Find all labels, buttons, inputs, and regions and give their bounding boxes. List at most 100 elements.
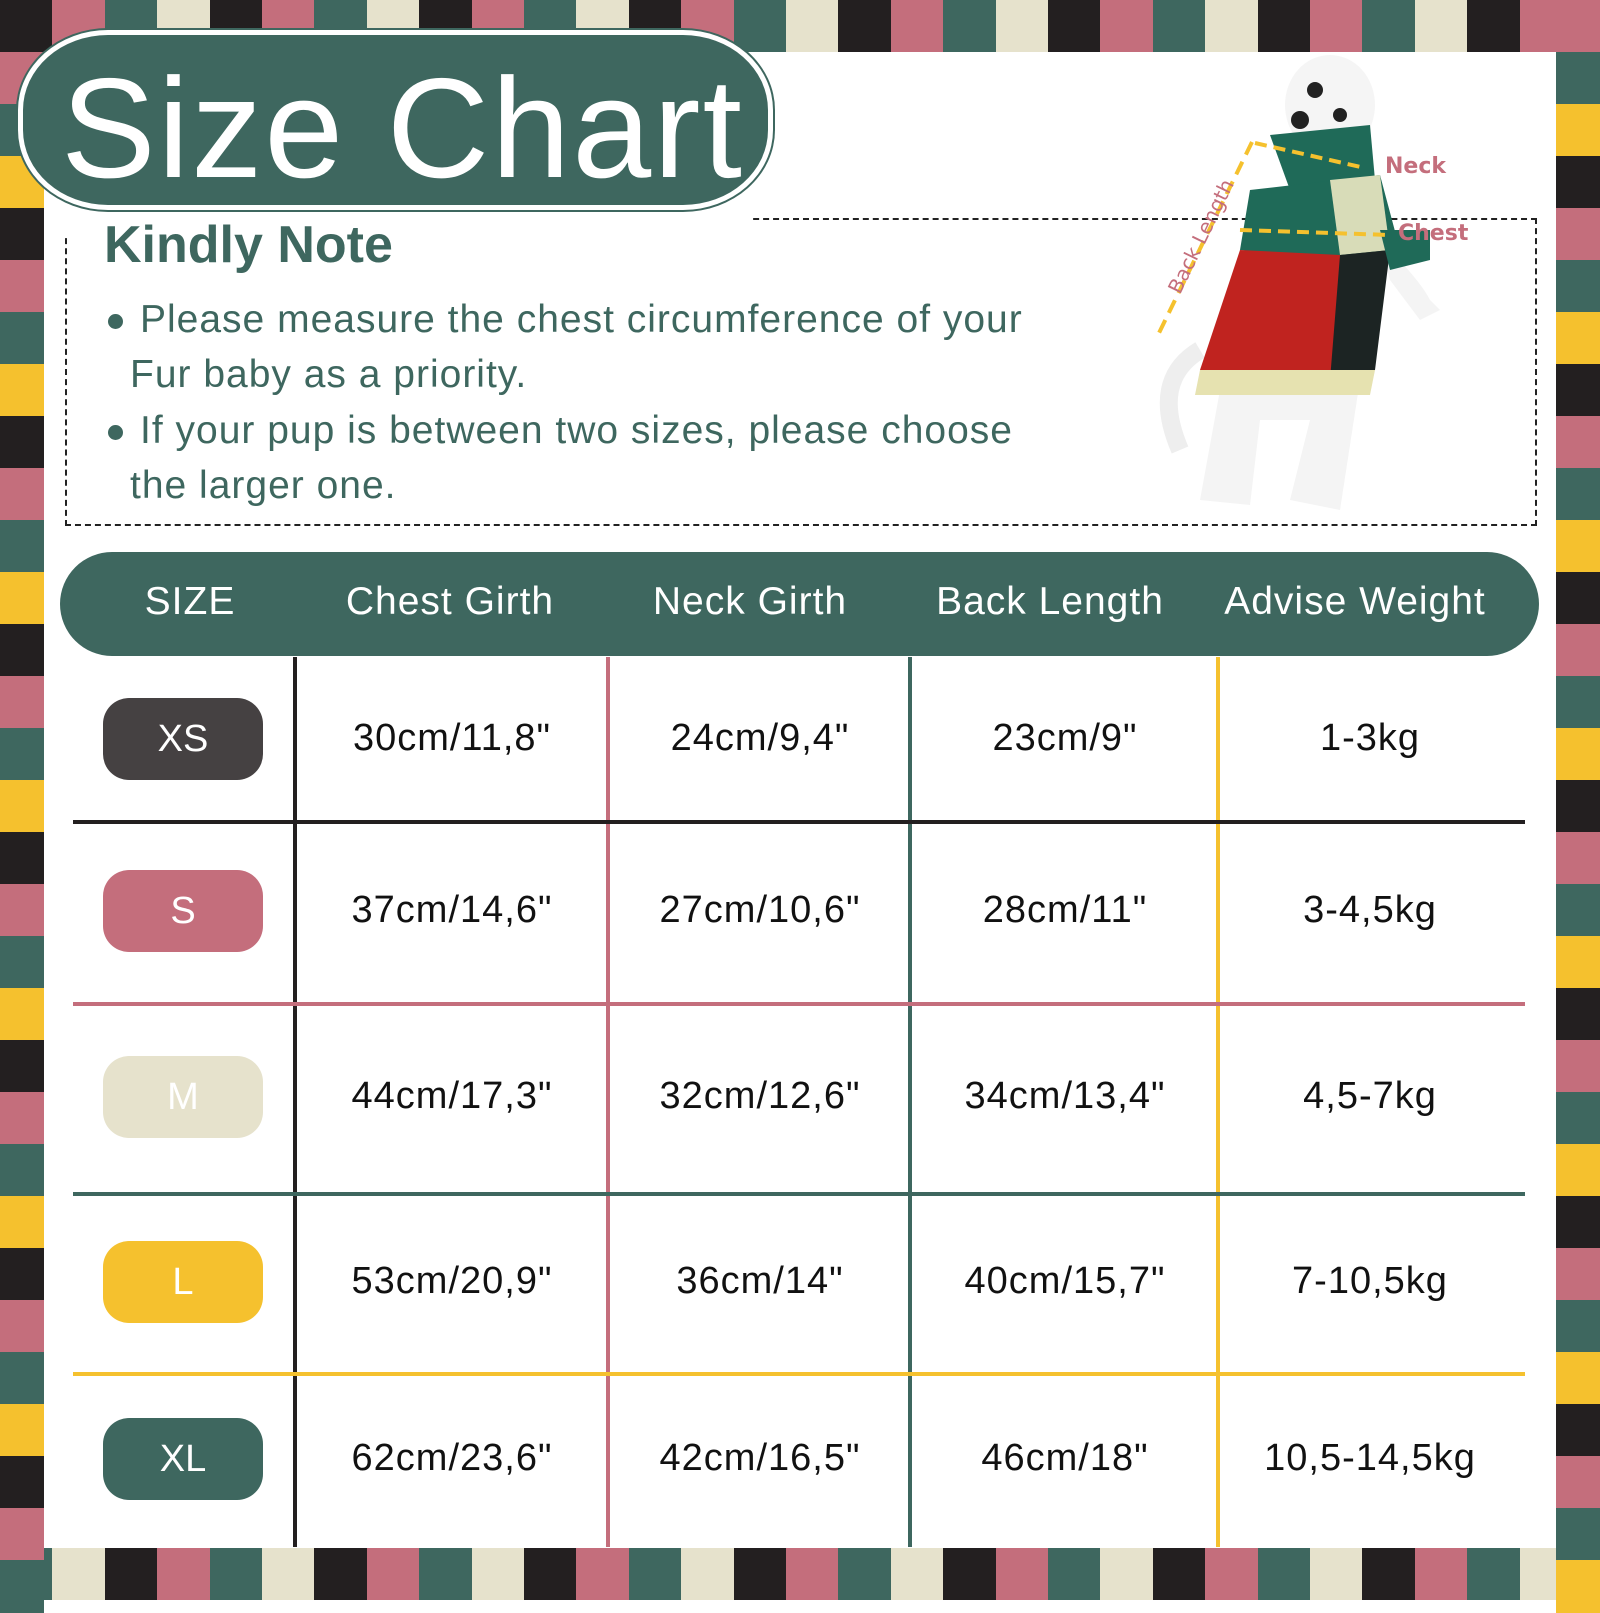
- cell-chest: 62cm/23,6": [351, 1437, 553, 1479]
- border-stripe: [1556, 0, 1600, 53]
- border-stripe: [995, 0, 1049, 52]
- border-stripe: [0, 572, 44, 625]
- cell-neck: 24cm/9,4": [670, 716, 850, 759]
- row-divider: [73, 1192, 1525, 1196]
- border-stripe: [52, 1548, 106, 1600]
- border-stripe: [0, 0, 44, 53]
- border-stripe: [733, 0, 787, 52]
- header-back: Back Length: [936, 580, 1164, 623]
- header-neck: Neck Girth: [652, 580, 848, 623]
- border-stripe: [786, 0, 839, 52]
- border-stripe: [1205, 0, 1259, 52]
- border-stripe: [628, 1548, 682, 1600]
- chest-label: Chest: [1398, 221, 1469, 246]
- border-stripe: [1556, 572, 1600, 625]
- cell-weight: 1-3kg: [1319, 716, 1421, 759]
- size-badge: S: [103, 870, 263, 952]
- border-stripe: [1556, 312, 1600, 365]
- border-stripe: [1257, 0, 1311, 52]
- border-stripe: [1556, 780, 1600, 833]
- border-stripe: [943, 0, 997, 52]
- border-stripe: [1556, 156, 1600, 209]
- border-stripe: [943, 1548, 997, 1600]
- cell-chest: 37cm/14,6": [351, 889, 553, 931]
- column-divider: [1216, 657, 1220, 1547]
- border-stripe: [1556, 208, 1600, 261]
- border-stripe: [104, 1548, 158, 1600]
- border-stripe: [0, 1248, 44, 1301]
- border-stripe: [1556, 1248, 1600, 1301]
- cell-neck: 27cm/10,6": [659, 889, 861, 931]
- border-stripe: [1310, 0, 1363, 52]
- border-stripe: [1556, 988, 1600, 1041]
- border-stripe: [0, 1508, 44, 1561]
- note-bullet: Please measure the chest circumference o…: [106, 292, 1126, 402]
- border-stripe: [786, 1548, 839, 1600]
- border-stripe: [1556, 1352, 1600, 1405]
- border-stripe: [1556, 1404, 1600, 1457]
- note-bullet: If your pup is between two sizes, please…: [106, 403, 1126, 513]
- border-stripe: [0, 208, 44, 261]
- border-stripe: [890, 0, 944, 52]
- border-stripe: [0, 468, 44, 521]
- border-stripe: [0, 1404, 44, 1457]
- border-stripe: [1414, 0, 1468, 52]
- border-stripe: [0, 1144, 44, 1197]
- cell-back: 34cm/13,4": [964, 1075, 1166, 1117]
- border-stripe: [1310, 1548, 1363, 1600]
- border-stripe: [838, 1548, 892, 1600]
- border-stripe: [1556, 676, 1600, 729]
- border-stripe: [890, 1548, 944, 1600]
- border-stripe: [1556, 936, 1600, 989]
- row-divider: [73, 1002, 1525, 1006]
- cell-weight: 7-10,5kg: [1292, 1260, 1448, 1302]
- border-stripe: [1556, 1560, 1600, 1613]
- border-stripe: [1467, 0, 1521, 52]
- border-stripe: [0, 1300, 44, 1353]
- cell-chest: 53cm/20,9": [351, 1260, 553, 1302]
- border-stripe: [0, 780, 44, 833]
- border-stripe: [995, 1548, 1049, 1600]
- border-stripe: [0, 1092, 44, 1145]
- border-stripe: [524, 1548, 577, 1600]
- cell-neck: 32cm/12,6": [659, 1075, 861, 1117]
- border-stripe: [681, 1548, 735, 1600]
- border-stripe: [576, 1548, 630, 1600]
- border-stripe: [1205, 1548, 1259, 1600]
- border-stripe: [0, 364, 44, 417]
- size-badge: XS: [103, 697, 263, 780]
- border-stripe: [733, 1548, 787, 1600]
- cell-back: 23cm/9": [992, 716, 1138, 759]
- cell-chest: 30cm/11,8": [352, 716, 552, 759]
- border-stripe: [1100, 1548, 1154, 1600]
- border-stripe: [0, 832, 44, 885]
- cell-back: 46cm/18": [981, 1437, 1149, 1479]
- cell-neck: 42cm/16,5": [659, 1437, 861, 1479]
- page-title: Size Chart: [61, 49, 744, 208]
- border-stripe: [1257, 1548, 1311, 1600]
- header-weight: Advise Weight: [1224, 580, 1486, 623]
- border-stripe: [262, 1548, 315, 1600]
- neck-label: Neck: [1385, 154, 1447, 179]
- cell-chest: 44cm/17,3": [351, 1075, 553, 1117]
- header-size: SIZE: [144, 580, 236, 623]
- border-stripe: [0, 988, 44, 1041]
- header-chest: Chest Girth: [345, 580, 555, 623]
- border-stripe: [0, 520, 44, 573]
- border-stripe: [1556, 260, 1600, 313]
- cell-back: 40cm/15,7": [964, 1260, 1166, 1302]
- border-stripe: [1362, 0, 1416, 52]
- border-stripe: [0, 1352, 44, 1405]
- border-stripe: [1556, 1144, 1600, 1197]
- border-stripe: [1048, 0, 1101, 52]
- size-badge: XL: [103, 1418, 263, 1500]
- border-stripe: [0, 1040, 44, 1093]
- border-stripe: [0, 936, 44, 989]
- dog-sweater-measurement-illustration: Neck Chest Back Length: [1156, 55, 1469, 510]
- border-stripe: [1556, 468, 1600, 521]
- border-stripe: [1152, 1548, 1206, 1600]
- border-stripe: [1556, 1508, 1600, 1561]
- border-stripe: [0, 1196, 44, 1249]
- border-stripe: [1556, 832, 1600, 885]
- border-stripe: [1556, 104, 1600, 157]
